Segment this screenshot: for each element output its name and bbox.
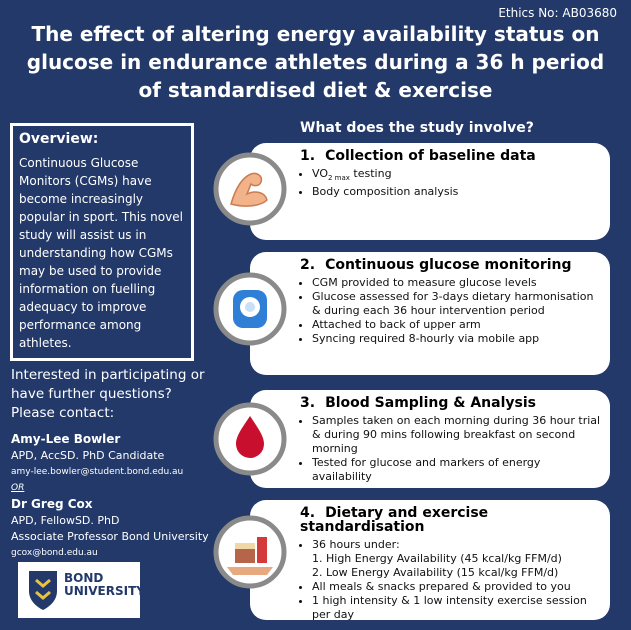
step-number: 4.: [300, 505, 316, 521]
vo2-sub: 2 max: [328, 174, 350, 183]
logo-line: BOND: [64, 571, 104, 585]
step-item: Tested for glucose and markers of energy…: [312, 456, 602, 484]
icon-cgm: [213, 272, 287, 346]
icon-food: [213, 515, 287, 589]
overview-box: Overview: Continuous Glucose Monitors (C…: [10, 123, 194, 361]
contact-role: Associate Professor Bond University: [11, 530, 209, 543]
step-item: VO2 max testing: [312, 167, 602, 185]
step-card: 2. Continuous glucose monitoring CGM prov…: [250, 252, 610, 375]
contact-prompt: Interested in participating or have furt…: [11, 367, 205, 421]
step-item: Attached to back of upper arm: [312, 318, 602, 332]
step-card: 1. Collection of baseline data VO2 max te…: [250, 143, 610, 240]
step-card: 3. Blood Sampling & Analysis Samples take…: [250, 390, 610, 488]
step-title: Blood Sampling & Analysis: [325, 395, 536, 411]
step-item: Samples taken on each morning during 36 …: [312, 414, 602, 456]
step-title: Collection of baseline data: [325, 148, 536, 164]
logo-line: UNIVERSITY: [64, 584, 145, 598]
step-number: 3.: [300, 395, 316, 411]
icon-arm: [213, 152, 287, 226]
vo2: VO: [312, 167, 328, 180]
crest: [29, 571, 57, 610]
step-item: Syncing required 8-hourly via mobile app: [312, 332, 602, 346]
ethics-number: Ethics No: AB03680: [498, 6, 617, 20]
contact-name: Dr Greg Cox: [11, 497, 93, 511]
contact-name: Amy-Lee Bowler: [11, 432, 121, 446]
step-item: Glucose assessed for 3-days dietary harm…: [312, 290, 602, 318]
contact-email: amy-lee.bowler@student.bond.edu.au: [11, 467, 184, 477]
contact: Interested in participating or have furt…: [11, 366, 211, 561]
step-card: 4.Dietary and exercise standardisation 3…: [250, 500, 610, 622]
step-number: 2.: [300, 257, 316, 273]
overview-heading: Overview:: [19, 131, 99, 147]
step-number: 1.: [300, 148, 316, 164]
contact-role: APD, FellowSD. PhD: [11, 514, 120, 527]
step-item: CGM provided to measure glucose levels: [312, 276, 602, 290]
step-item: 36 hours under:High Energy Availability …: [312, 538, 602, 580]
icon-blood: [213, 402, 287, 476]
study-heading: What does the study involve?: [300, 120, 534, 136]
step-item: All meals & snacks prepared & provided t…: [312, 580, 602, 594]
overview-text: Continuous Glucose Monitors (CGMs) have …: [19, 156, 183, 350]
step-lead: 36 hours under:: [312, 538, 400, 551]
title: The effect of altering energy availabili…: [26, 22, 605, 102]
step-item: Body composition analysis: [312, 185, 602, 199]
step-title: Continuous glucose monitoring: [325, 257, 572, 273]
step-item: 1 high intensity & 1 low intensity exerc…: [312, 594, 602, 622]
step-title: Dietary and exercise standardisation: [300, 505, 489, 535]
step-item: High Energy Availability (45 kcal/kg FFM…: [326, 552, 602, 566]
or: OR: [11, 483, 25, 493]
contact-role: APD, AccSD. PhD Candidate: [11, 449, 165, 462]
step-item: Low Energy Availability (15 kcal/kg FFM/…: [326, 566, 602, 580]
contact-email: gcox@bond.edu.au: [11, 548, 98, 558]
logo: BOND UNIVERSITY: [18, 562, 145, 618]
vo2-rest: testing: [349, 167, 392, 180]
